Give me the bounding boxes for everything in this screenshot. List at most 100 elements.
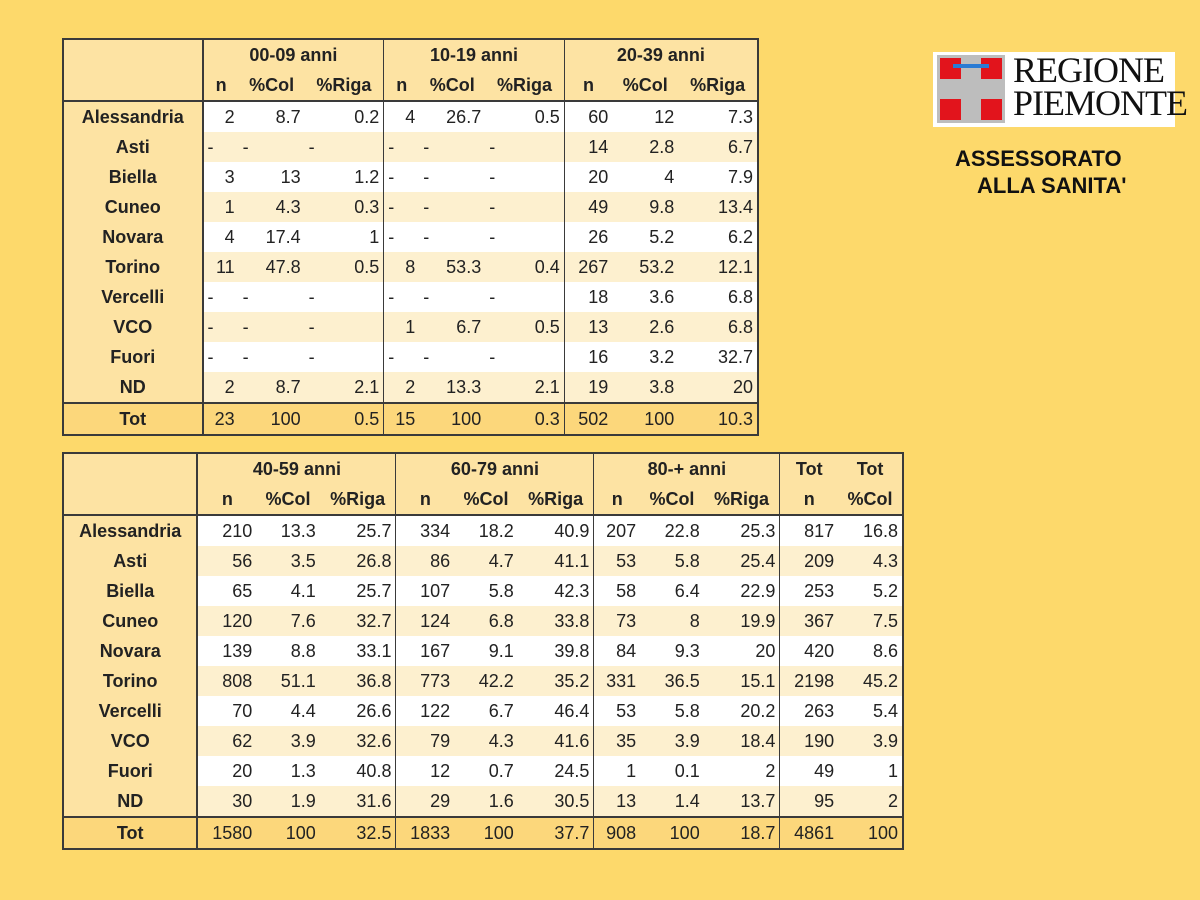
row-label: Biella [63,576,199,606]
table-cell: 41.6 [517,726,595,756]
row-label: VCO [63,312,204,342]
table-cell: 32.7 [319,606,397,636]
table-cell: 1833 [395,816,455,849]
table-cell: 51.1 [256,666,320,696]
table-cell: - [419,192,486,222]
table-cell: 0.3 [304,192,385,222]
table-cell: 13.3 [280,520,316,541]
table-cell: 1580 [197,816,257,849]
group-header: 40-59 anni [197,453,397,484]
table-row: Vercelli 70 4.4 26.6 122 6.7 46.4 53 5.8 20.2 263 5… [63,696,904,726]
table-cell: 20 [703,636,781,666]
table-cell: 2.1 [485,372,565,403]
table-cell: 122 [420,700,451,721]
column-header: %Riga [319,484,397,516]
row-label: Fuori [63,342,204,372]
row-label: Biella [63,162,204,192]
column-header: %Col [838,484,904,516]
table-cell: 6.8 [678,282,759,312]
table-cell: 3.9 [640,726,704,756]
table-cell: 29 [395,786,455,817]
column-header: %Riga [703,484,781,516]
table-cell: 41.1 [517,546,595,576]
table-row: Fuori - - - - - -16 3.2 32.7 [63,342,759,372]
table-cell: 6.8 [454,606,518,636]
table-cell: - [423,346,430,367]
table-cell: 3.5 [256,546,320,576]
column-header: %Col [640,484,704,516]
table-cell: 6.7 [678,132,759,162]
table-cell: 808 [197,666,257,696]
table-row: Novara 4 17.4 1- - -26 5.2 6.2 [63,222,759,252]
table-cell: 13 [280,166,301,187]
column-header: %Col [238,70,305,102]
row-label: Torino [63,252,204,282]
table-cell: 18.4 [703,726,781,756]
column-header: %Riga [678,70,759,102]
group-header: 00-09 anni [202,39,385,70]
table-cell: 100 [454,816,518,849]
table-cell: 25.3 [703,515,781,546]
table-cell: - [242,346,249,367]
table-cell: 9.8 [612,192,679,222]
table-cell: 13.3 [419,372,486,403]
table-cell: 19.9 [703,606,781,636]
table-cell: 4.4 [290,700,316,721]
table-cell: 26.8 [319,546,397,576]
table-cell: 58 [616,580,637,601]
table-cell: 0.5 [485,101,565,132]
group-header: Tot [779,453,839,484]
logo-line1: REGIONE [1013,50,1165,90]
table-cell: 120 [197,606,257,636]
table-cell: 502 [564,402,613,435]
row-label: Alessandria [63,101,204,132]
table-cell: 35 [593,726,641,756]
table-cell: - [242,286,249,307]
table-cell: 3.9 [838,726,904,756]
column-header: n [383,70,420,102]
table-cell: - [485,282,565,312]
table-cell: 2 [838,786,904,817]
row-label: Novara [63,222,204,252]
table-cell: 6.7 [419,312,486,342]
table-cell: 25.7 [319,515,397,546]
table-cell: 5.4 [838,696,904,726]
table-cell: 42.2 [454,666,518,696]
table-cell: 32.6 [319,726,397,756]
group-header: Tot [838,453,904,484]
table-row: ND 30 1.9 31.6 29 1.6 30.5 13 1.4 13.7 95 2 [63,786,904,817]
table-row: Asti - - - - - -14 2.8 6.7 [63,132,759,162]
table-cell: 56 [197,546,257,576]
column-header: %Col [419,70,486,102]
table-cell: 1.4 [640,786,704,817]
table-cell: 263 [804,700,835,721]
table-cell: 35.2 [517,666,595,696]
table-cell: 5.8 [488,580,514,601]
table-cell: 24.5 [517,756,595,786]
row-label: Cuneo [63,192,204,222]
table-cell: - [383,192,420,222]
table-row: VCO - - -1 6.7 0.5 13 2.6 6.8 [63,312,759,342]
table-cell: 1 [202,192,239,222]
table-cell: 33.1 [319,636,397,666]
table-row: Cuneo 120 7.6 32.7 124 6.8 33.8 73 8 19.9 367 7.5 [63,606,904,636]
table-cell: - [485,162,565,192]
column-header-row: n %Col %Riga n %Col %Riga n %Col %Riga [63,70,759,102]
table-cell: 20 [678,372,759,403]
table-cell: - [485,342,565,372]
table-cell: 2198 [779,666,839,696]
table-cell: 84 [616,640,637,661]
group-header-row: 40-59 anni 60-79 anni 80-+ anni Tot Tot [63,453,904,484]
table-row: Novara 139 8.8 33.1 167 9.1 39.8 84 9.3 20 420 8.6 [63,636,904,666]
row-label: Novara [63,636,199,666]
table-cell: 100 [640,816,704,849]
table-cell: - [388,286,395,307]
table-cell: 100 [612,402,679,435]
table-cell: 12.1 [678,252,759,282]
table-cell: 2.6 [612,312,679,342]
table-cell: 32.5 [319,816,397,849]
table-cell: - [238,132,305,162]
table-cell: 39.8 [517,636,595,666]
table-cell: - [388,346,395,367]
table-cell: 65 [232,580,253,601]
